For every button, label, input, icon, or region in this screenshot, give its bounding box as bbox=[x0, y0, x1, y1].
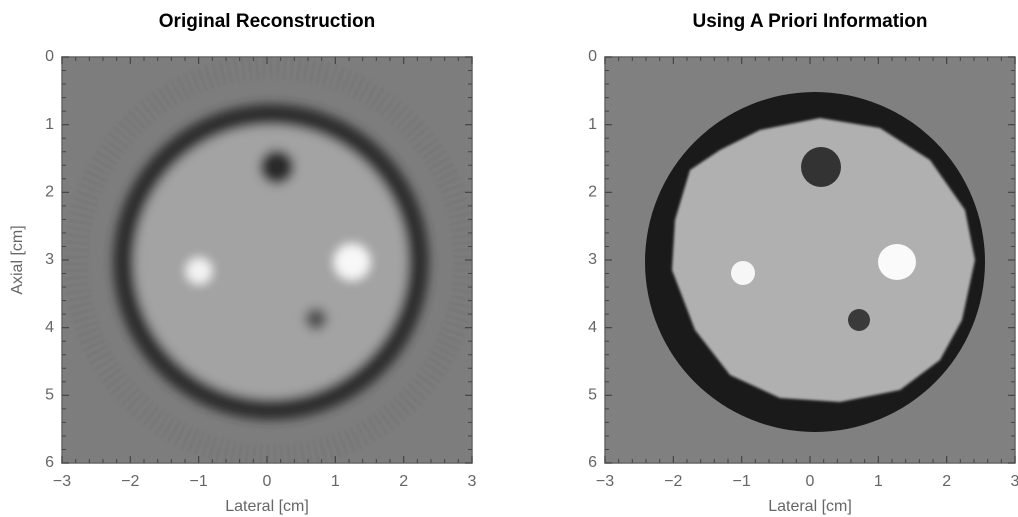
y-tick-label: 0 bbox=[588, 48, 597, 65]
x-tick-label: 3 bbox=[1011, 473, 1018, 490]
x-tick-label: −2 bbox=[121, 473, 139, 490]
y-tick-label: 0 bbox=[45, 48, 54, 65]
x-axis-label: Lateral [cm] bbox=[225, 498, 309, 515]
y-tick-label: 3 bbox=[588, 251, 597, 268]
y-tick-label: 4 bbox=[588, 319, 597, 336]
y-tick-label: 1 bbox=[588, 116, 597, 133]
x-tick-label: −3 bbox=[53, 473, 71, 490]
x-tick-label: −3 bbox=[596, 473, 614, 490]
x-tick-label: −1 bbox=[190, 473, 208, 490]
image-right bbox=[605, 57, 1015, 463]
y-tick-label: 3 bbox=[45, 251, 54, 268]
y-tick-label: 6 bbox=[45, 454, 54, 471]
y-tick-label: 1 bbox=[45, 116, 54, 133]
chart-title: Using A Priori Information bbox=[692, 11, 927, 32]
y-axis-label: Axial [cm] bbox=[9, 225, 26, 294]
y-tick-label: 5 bbox=[45, 387, 54, 404]
figure: Original Reconstruction Lateral [cm] Axial… bbox=[0, 0, 1018, 517]
x-tick-label: 1 bbox=[874, 473, 883, 490]
y-tick-label: 2 bbox=[45, 184, 54, 201]
y-tick-label: 2 bbox=[588, 184, 597, 201]
x-axis-label: Lateral [cm] bbox=[768, 498, 852, 515]
x-tick-label: −1 bbox=[733, 473, 751, 490]
x-tick-label: 0 bbox=[263, 473, 272, 490]
x-tick-label: 0 bbox=[806, 473, 815, 490]
x-tick-label: 1 bbox=[331, 473, 340, 490]
image-left bbox=[62, 57, 472, 463]
x-tick-label: −2 bbox=[664, 473, 682, 490]
x-tick-label: 2 bbox=[942, 473, 951, 490]
x-tick-label: 2 bbox=[399, 473, 408, 490]
y-tick-label: 4 bbox=[45, 319, 54, 336]
chart-title: Original Reconstruction bbox=[159, 11, 375, 32]
x-tick-label: 3 bbox=[468, 473, 477, 490]
y-tick-label: 5 bbox=[588, 387, 597, 404]
y-tick-label: 6 bbox=[588, 454, 597, 471]
